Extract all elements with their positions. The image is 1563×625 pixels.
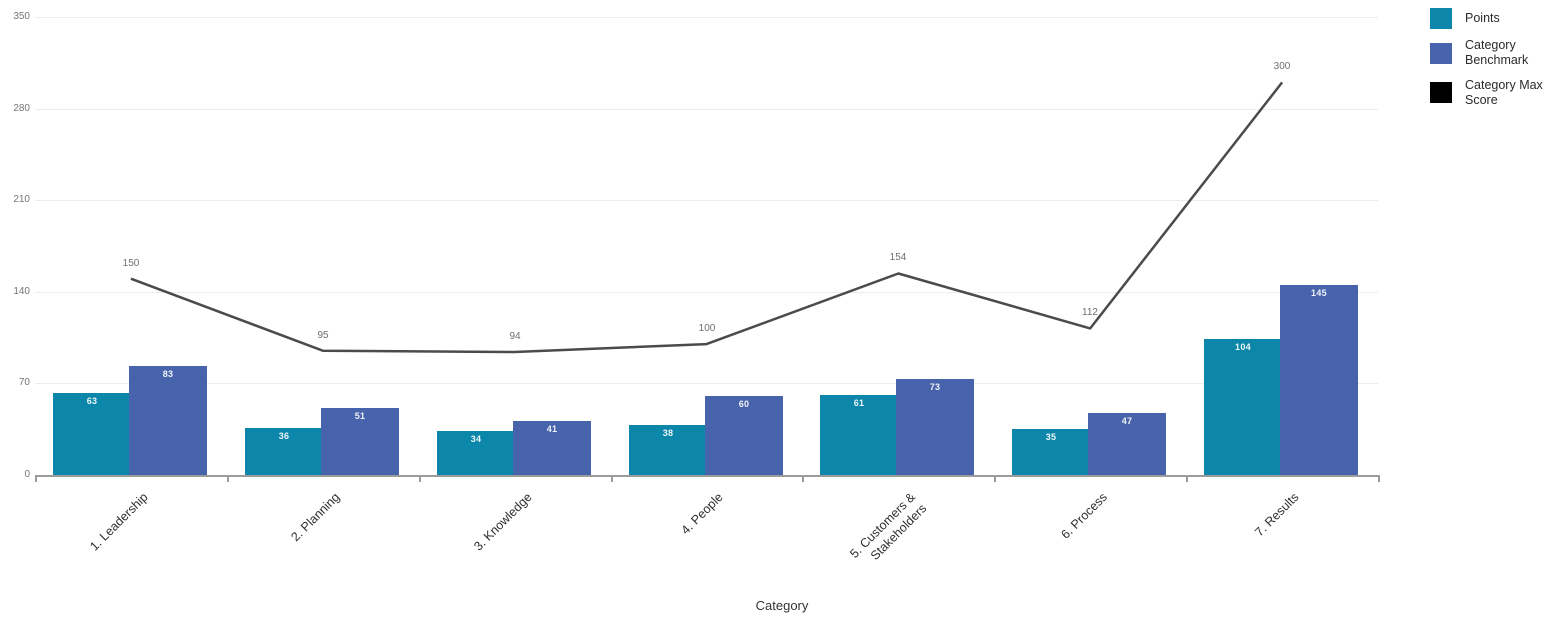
bar-category-benchmark[interactable]: 83 bbox=[129, 366, 207, 475]
bar-value-label: 60 bbox=[738, 399, 750, 409]
line-value-label: 150 bbox=[122, 258, 140, 269]
x-axis-title: Category bbox=[755, 598, 809, 613]
line-value-label: 300 bbox=[1273, 61, 1291, 72]
bar-points[interactable]: 61 bbox=[820, 395, 898, 475]
legend-label: Category Max Score bbox=[1465, 77, 1543, 107]
line-value-label: 95 bbox=[317, 330, 329, 341]
x-axis-tick bbox=[419, 476, 421, 482]
x-axis-line bbox=[35, 475, 1380, 477]
bar-category-benchmark[interactable]: 145 bbox=[1280, 285, 1358, 475]
bar-points[interactable]: 36 bbox=[245, 428, 323, 475]
gridline bbox=[35, 200, 1378, 201]
bar-points[interactable]: 35 bbox=[1012, 429, 1090, 475]
gridline bbox=[35, 292, 1378, 293]
bar-points[interactable]: 63 bbox=[53, 393, 131, 475]
bar-value-label: 104 bbox=[1235, 342, 1251, 352]
line-value-label: 154 bbox=[889, 252, 907, 263]
legend-swatch-category-benchmark bbox=[1430, 42, 1452, 64]
bar-value-label: 36 bbox=[278, 431, 290, 441]
y-axis-tick-label: 140 bbox=[13, 286, 30, 297]
bar-value-label: 34 bbox=[470, 434, 482, 444]
bar-points[interactable]: 38 bbox=[629, 425, 707, 475]
x-axis-label: 4. People bbox=[678, 490, 726, 538]
x-axis-label: 6. Process bbox=[1058, 490, 1110, 542]
legend-item-points[interactable]: Points bbox=[1430, 8, 1563, 29]
gridline bbox=[35, 383, 1378, 384]
bar-category-benchmark[interactable]: 51 bbox=[321, 408, 399, 475]
x-axis-label: 1. Leadership bbox=[87, 490, 151, 554]
bar-value-label: 63 bbox=[86, 396, 98, 406]
bar-value-label: 38 bbox=[662, 428, 674, 438]
y-axis-tick-label: 70 bbox=[18, 377, 30, 388]
bar-value-label: 61 bbox=[853, 398, 865, 408]
gridline bbox=[35, 17, 1378, 18]
gridline bbox=[35, 109, 1378, 110]
x-axis-tick bbox=[35, 476, 37, 482]
y-axis-tick-label: 0 bbox=[24, 469, 30, 480]
y-axis-tick-label: 210 bbox=[13, 194, 30, 205]
x-axis-tick bbox=[802, 476, 804, 482]
y-axis-tick-label: 280 bbox=[13, 103, 30, 114]
x-axis-tick bbox=[227, 476, 229, 482]
x-axis-tick bbox=[1378, 476, 1380, 482]
x-axis-tick bbox=[1186, 476, 1188, 482]
legend-label: Points bbox=[1465, 10, 1500, 25]
x-axis-label: 5. Customers & Stakeholders bbox=[847, 490, 929, 563]
legend-item-category-benchmark[interactable]: Category Benchmark bbox=[1430, 38, 1563, 69]
bar-value-label: 47 bbox=[1121, 416, 1133, 426]
x-axis-label: 7. Results bbox=[1252, 490, 1302, 540]
bar-category-benchmark[interactable]: 60 bbox=[705, 396, 783, 475]
line-value-label: 94 bbox=[509, 331, 521, 342]
bar-category-benchmark[interactable]: 73 bbox=[896, 379, 974, 475]
bar-points[interactable]: 34 bbox=[437, 431, 515, 475]
x-axis-tick bbox=[611, 476, 613, 482]
bar-value-label: 51 bbox=[354, 411, 366, 421]
y-axis-tick-label: 350 bbox=[13, 11, 30, 22]
legend-item-category-max-score[interactable]: Category Max Score bbox=[1430, 78, 1563, 109]
legend-swatch-category-max-score bbox=[1430, 82, 1452, 104]
legend-label: Category Benchmark bbox=[1465, 38, 1529, 68]
bar-value-label: 145 bbox=[1311, 288, 1327, 298]
bar-value-label: 83 bbox=[162, 369, 174, 379]
bar-value-label: 73 bbox=[929, 382, 941, 392]
legend-swatch-points bbox=[1430, 8, 1452, 29]
x-axis-label: 3. Knowledge bbox=[471, 490, 535, 554]
bar-category-benchmark[interactable]: 47 bbox=[1088, 413, 1166, 475]
x-axis-label: 2. Planning bbox=[288, 490, 343, 545]
bar-points[interactable]: 104 bbox=[1204, 339, 1282, 475]
x-axis-tick bbox=[994, 476, 996, 482]
bar-category-benchmark[interactable]: 41 bbox=[513, 421, 591, 475]
bar-value-label: 35 bbox=[1045, 432, 1057, 442]
bar-value-label: 41 bbox=[546, 424, 558, 434]
line-value-label: 100 bbox=[698, 323, 716, 334]
line-value-label: 112 bbox=[1082, 307, 1098, 318]
legend: Points Category Benchmark Category Max Sco… bbox=[1430, 8, 1563, 117]
